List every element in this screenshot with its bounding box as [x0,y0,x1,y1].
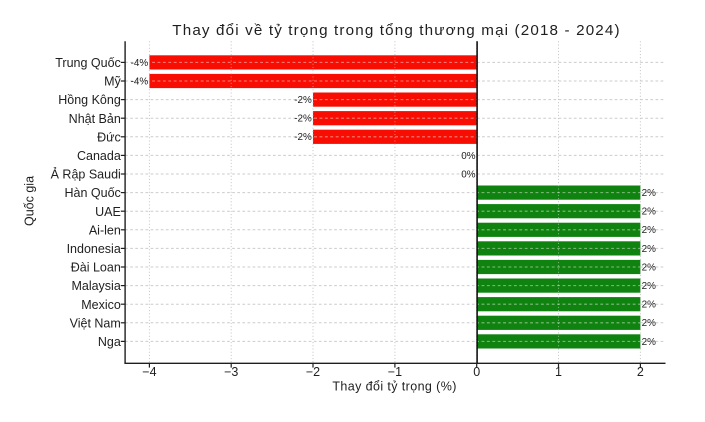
svg-text:2%: 2% [642,281,656,292]
svg-text:Nga: Nga [98,335,121,349]
svg-text:Nhật Bản: Nhật Bản [69,112,121,126]
svg-text:2%: 2% [642,318,656,329]
svg-text:−1: −1 [388,365,402,379]
svg-text:Canada: Canada [77,149,121,163]
svg-text:2: 2 [637,365,644,379]
svg-text:Mỹ: Mỹ [104,75,121,89]
svg-text:-2%: -2% [294,114,312,125]
svg-text:Thay đổi về tỷ trọng trong tổn: Thay đổi về tỷ trọng trong tổng thương m… [172,22,620,39]
svg-text:Thay đổi tỷ trọng (%): Thay đổi tỷ trọng (%) [332,380,456,394]
svg-text:2%: 2% [642,244,656,255]
svg-text:Ai-len: Ai-len [89,223,121,237]
svg-text:Ả Rập Saudi: Ả Rập Saudi [51,167,121,182]
svg-text:Đức: Đức [97,130,121,144]
svg-text:Trung Quốc: Trung Quốc [55,56,121,70]
svg-text:−4: −4 [142,365,156,379]
svg-text:2%: 2% [642,337,656,348]
svg-text:0%: 0% [461,151,475,162]
svg-text:Mexico: Mexico [81,298,121,312]
svg-text:Indonesia: Indonesia [67,242,121,256]
svg-text:-2%: -2% [294,95,312,106]
svg-text:0%: 0% [461,169,475,180]
svg-text:Đài Loan: Đài Loan [71,261,121,275]
svg-text:Việt Nam: Việt Nam [70,316,121,330]
svg-text:-4%: -4% [131,76,149,87]
svg-text:UAE: UAE [95,205,121,219]
svg-text:−3: −3 [224,365,238,379]
svg-text:1: 1 [555,365,562,379]
svg-text:Hàn Quốc: Hàn Quốc [65,186,121,200]
svg-text:−2: −2 [306,365,320,379]
svg-text:2%: 2% [642,300,656,311]
svg-text:2%: 2% [642,188,656,199]
svg-text:-4%: -4% [131,58,149,69]
svg-text:Malaysia: Malaysia [71,279,120,293]
svg-text:Quốc gia: Quốc gia [22,176,36,226]
svg-text:-2%: -2% [294,132,312,143]
svg-text:0: 0 [473,365,480,379]
svg-text:2%: 2% [642,262,656,273]
svg-text:2%: 2% [642,225,656,236]
svg-text:2%: 2% [642,207,656,218]
svg-text:Hồng Kông: Hồng Kông [58,93,121,107]
